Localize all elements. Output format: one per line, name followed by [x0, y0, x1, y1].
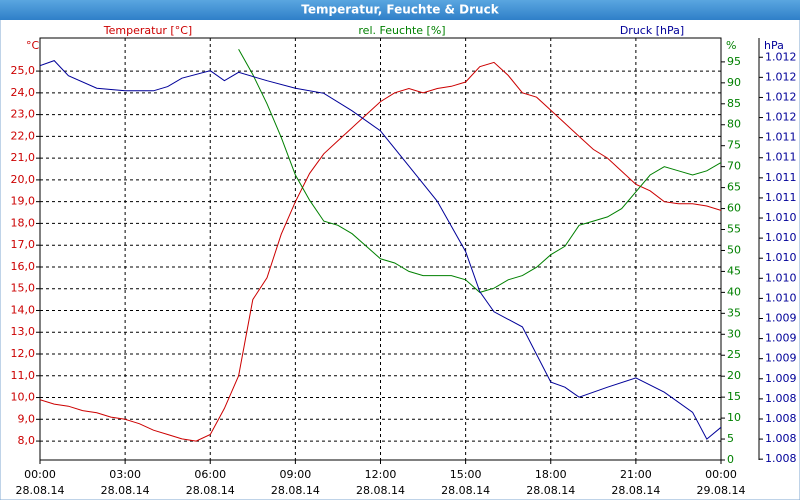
y2-tick-label: 1.008 — [765, 452, 797, 465]
y2-tick-label: 1.012 — [765, 111, 797, 124]
y-tick-label: 9,0 — [18, 412, 36, 425]
x-tick-label: 28.08.14 — [441, 484, 490, 497]
y3-tick-label: 60 — [727, 202, 741, 215]
y-tick-label: 11,0 — [11, 369, 36, 382]
y2-tick-label: 1.009 — [765, 332, 797, 345]
y-tick-label: 23,0 — [11, 108, 36, 121]
y2-tick-label: 1.008 — [765, 392, 797, 405]
y-unit: °C — [26, 39, 40, 52]
y-tick-label: 14,0 — [11, 303, 36, 316]
y3-axis-title: rel. Feuchte [%] — [358, 24, 445, 37]
y2-tick-label: 1.011 — [765, 191, 797, 204]
y2-tick-label: 1.010 — [765, 251, 797, 264]
y3-unit: % — [726, 39, 736, 52]
y3-tick-label: 65 — [727, 181, 741, 194]
y3-tick-label: 40 — [727, 285, 741, 298]
y2-unit: hPa — [764, 39, 784, 52]
y3-tick-label: 85 — [727, 97, 741, 110]
x-tick-label: 00:00 — [24, 468, 56, 481]
y-axis-title: Temperatur [°C] — [103, 24, 192, 37]
x-tick-label: 28.08.14 — [356, 484, 405, 497]
y2-tick-label: 1.010 — [765, 211, 797, 224]
chart-title: Temperatur, Feuchte & Druck — [301, 3, 499, 17]
series-line — [40, 61, 721, 442]
series-line — [40, 60, 721, 440]
x-tick-label: 21:00 — [620, 468, 652, 481]
x-tick-label: 09:00 — [280, 468, 312, 481]
x-tick-label: 28.08.14 — [16, 484, 65, 497]
y-tick-label: 16,0 — [11, 260, 36, 273]
y-tick-label: 20,0 — [11, 173, 36, 186]
y-tick-label: 12,0 — [11, 347, 36, 360]
y3-tick-label: 95 — [727, 55, 741, 68]
y3-tick-label: 15 — [727, 390, 741, 403]
y-tick-label: 17,0 — [11, 238, 36, 251]
y-tick-label: 24,0 — [11, 86, 36, 99]
x-tick-label: 06:00 — [194, 468, 226, 481]
y2-tick-label: 1.012 — [765, 50, 797, 63]
y2-tick-label: 1.009 — [765, 372, 797, 385]
y-tick-label: 8,0 — [18, 434, 36, 447]
x-tick-label: 03:00 — [109, 468, 141, 481]
y3-tick-label: 0 — [727, 453, 734, 466]
y3-tick-label: 30 — [727, 327, 741, 340]
y3-tick-label: 25 — [727, 348, 741, 361]
y2-tick-label: 1.010 — [765, 231, 797, 244]
x-tick-label: 18:00 — [535, 468, 567, 481]
y3-tick-label: 55 — [727, 223, 741, 236]
x-tick-label: 00:00 — [705, 468, 737, 481]
x-tick-label: 29.08.14 — [697, 484, 746, 497]
y-tick-label: 15,0 — [11, 282, 36, 295]
y2-tick-label: 1.009 — [765, 352, 797, 365]
y-tick-label: 18,0 — [11, 216, 36, 229]
y2-tick-label: 1.009 — [765, 311, 797, 324]
title-bar — [0, 0, 800, 20]
x-tick-label: 28.08.14 — [271, 484, 320, 497]
y-tick-label: 25,0 — [11, 64, 36, 77]
y2-tick-label: 1.011 — [765, 171, 797, 184]
y2-tick-label: 1.011 — [765, 151, 797, 164]
x-tick-label: 28.08.14 — [101, 484, 150, 497]
y3-tick-label: 45 — [727, 264, 741, 277]
y-tick-label: 19,0 — [11, 195, 36, 208]
y2-tick-label: 1.011 — [765, 131, 797, 144]
y3-tick-label: 35 — [727, 306, 741, 319]
y3-tick-label: 75 — [727, 139, 741, 152]
x-tick-label: 28.08.14 — [526, 484, 575, 497]
x-tick-label: 28.08.14 — [186, 484, 235, 497]
y2-tick-label: 1.010 — [765, 271, 797, 284]
y-tick-label: 21,0 — [11, 151, 36, 164]
x-tick-label: 12:00 — [365, 468, 397, 481]
y2-tick-label: 1.008 — [765, 432, 797, 445]
y2-tick-label: 1.008 — [765, 412, 797, 425]
y2-tick-label: 1.012 — [765, 90, 797, 103]
y3-tick-label: 70 — [727, 160, 741, 173]
y2-tick-label: 1.010 — [765, 291, 797, 304]
x-tick-label: 15:00 — [450, 468, 482, 481]
plot-lines — [40, 49, 721, 442]
y3-tick-label: 10 — [727, 411, 741, 424]
y-tick-label: 10,0 — [11, 391, 36, 404]
y2-axis-title: Druck [hPa] — [620, 24, 684, 37]
y-tick-label: 22,0 — [11, 129, 36, 142]
y2-tick-label: 1.012 — [765, 70, 797, 83]
y3-tick-label: 80 — [727, 118, 741, 131]
y-tick-label: 13,0 — [11, 325, 36, 338]
y3-tick-label: 20 — [727, 369, 741, 382]
y3-tick-label: 90 — [727, 76, 741, 89]
y3-tick-label: 5 — [727, 432, 734, 445]
x-tick-label: 28.08.14 — [611, 484, 660, 497]
y3-tick-label: 50 — [727, 243, 741, 256]
